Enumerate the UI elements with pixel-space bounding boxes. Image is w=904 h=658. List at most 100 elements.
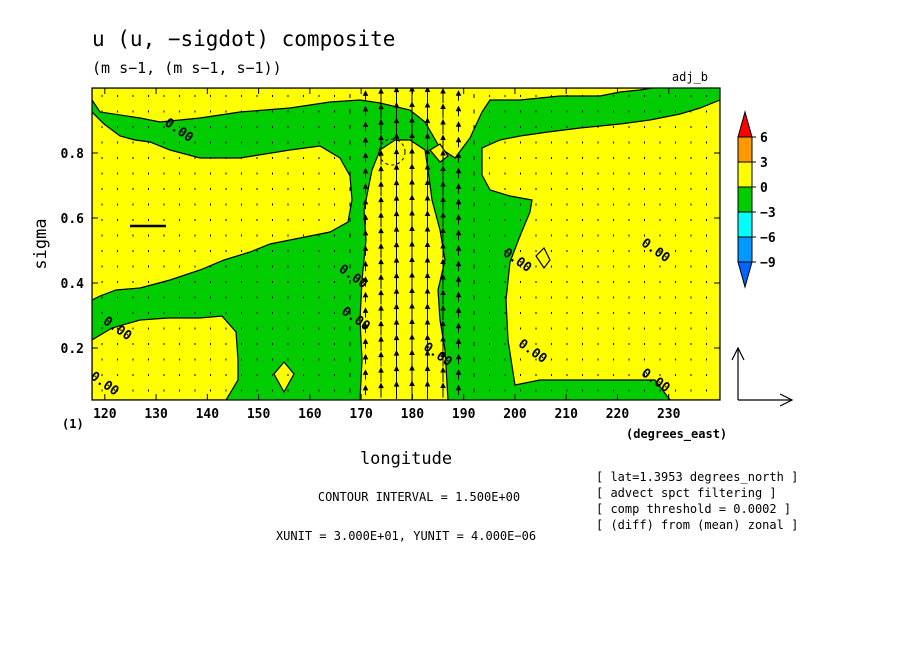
vector-arrowhead	[424, 287, 431, 294]
info-line-1: [ lat=1.3953 degrees_north ]	[596, 470, 798, 484]
y-axis-extra-label: (1)	[62, 417, 84, 431]
vector-arrowhead	[424, 148, 431, 155]
vector-arrowhead	[378, 320, 384, 327]
vector-arrowhead	[393, 163, 400, 170]
vector-arrowhead	[362, 105, 369, 112]
vector-arrowhead	[378, 243, 384, 249]
vector-arrowhead	[378, 150, 384, 156]
vector-arrowhead	[455, 105, 462, 112]
vector-arrowhead	[378, 382, 384, 389]
colorbar-segment	[737, 136, 753, 163]
vector-arrowhead	[409, 132, 415, 138]
vector-arrowhead	[393, 148, 400, 155]
vector-arrowhead	[409, 380, 415, 386]
vector-arrowhead	[455, 276, 462, 282]
vector-arrowhead	[362, 121, 369, 127]
vector-arrowhead	[424, 349, 431, 356]
colorbar-label: −6	[760, 231, 776, 246]
x-tick-label: 230	[657, 407, 681, 422]
vector-arrowhead	[393, 318, 400, 325]
vector-arrowhead	[424, 225, 431, 232]
info-line-3: [ comp threshold = 0.0002 ]	[596, 502, 791, 516]
vector-arrowhead	[362, 353, 369, 360]
vector-arrowhead	[455, 245, 462, 251]
vector-arrowhead	[362, 291, 369, 298]
plot-area: 0.000.00 0.000.000.00 0.000.000.000.000.00	[92, 88, 720, 400]
vector-arrowhead	[455, 152, 462, 158]
vector-arrowhead	[424, 365, 431, 372]
vector-arrowhead	[440, 289, 446, 296]
vector-arrowhead	[440, 335, 446, 342]
vector-arrowhead	[378, 336, 384, 342]
vector-arrowhead	[378, 134, 384, 141]
vector-arrowhead	[393, 194, 400, 201]
dashed-contour-loop	[378, 138, 406, 166]
vector-arrowhead	[362, 214, 369, 220]
y-axis-ticks: 0.2 0.4 0.6 0.8	[61, 147, 720, 357]
vector-arrowhead	[362, 152, 369, 158]
vector-arrowhead	[378, 165, 384, 172]
vector-arrowhead	[393, 256, 400, 263]
x-tick-label: 190	[452, 407, 476, 422]
x-tick-label: 210	[554, 407, 578, 422]
vector-arrowhead	[362, 260, 369, 267]
vector-arrowhead	[455, 198, 462, 205]
colorbar-segment	[737, 236, 753, 263]
vector-arrowhead	[455, 183, 462, 189]
vector-arrowhead	[362, 338, 369, 344]
x-tick-label: 200	[503, 407, 527, 422]
vector-arrowhead	[440, 196, 446, 203]
info-line-2: [ advect spct filtering ]	[596, 486, 777, 500]
vector-arrowhead	[455, 307, 462, 313]
vector-arrowhead	[362, 198, 369, 205]
vector-arrowhead	[378, 103, 384, 110]
vector-arrowhead	[378, 227, 384, 234]
vector-arrowhead	[424, 334, 431, 341]
colorbar-label: −9	[760, 256, 776, 271]
colorbar-label: −3	[760, 206, 776, 221]
vector-arrowhead	[393, 241, 400, 248]
vector-arrowhead	[440, 149, 446, 156]
vector-arrowhead	[409, 225, 415, 231]
vector-arrowhead	[393, 303, 400, 310]
positive-regions	[92, 88, 720, 400]
vector-arrowhead	[362, 307, 369, 313]
vector-arrowhead	[409, 101, 415, 107]
vector-arrowhead	[378, 258, 384, 265]
positive-region-island	[535, 246, 551, 270]
vector-arrowhead	[393, 272, 400, 279]
vector-arrows	[101, 88, 707, 400]
vector-arrowhead	[409, 163, 415, 169]
vector-arrowhead	[378, 196, 384, 203]
vector-arrowhead	[455, 369, 462, 375]
vector-arrowhead	[424, 163, 431, 170]
x-tick-label: 150	[247, 407, 271, 422]
colorbar-top-triangle	[737, 110, 753, 138]
vector-arrowhead	[440, 180, 446, 187]
vector-arrowhead	[378, 274, 384, 280]
vector-arrowhead	[440, 118, 446, 125]
colorbar-label: 6	[760, 131, 768, 146]
colorbar-segment	[737, 186, 753, 213]
vector-arrowhead	[424, 179, 431, 186]
vector-arrowhead	[455, 291, 462, 298]
vector-arrowhead	[393, 101, 400, 108]
vector-arrowhead	[440, 134, 446, 141]
vector-arrowhead	[362, 245, 369, 251]
vector-arrowhead	[440, 103, 446, 110]
vector-arrowhead	[378, 212, 384, 218]
unit-note: XUNIT = 3.000E+01, YUNIT = 4.000E−06	[276, 529, 536, 543]
vector-arrowhead	[393, 179, 400, 186]
vector-arrowhead	[440, 211, 446, 218]
vector-arrowhead	[440, 382, 446, 389]
x-tick-label: 220	[606, 407, 630, 422]
vector-arrowhead	[455, 338, 462, 344]
vector-arrowhead	[455, 384, 462, 391]
colorbar-label: 3	[760, 156, 768, 171]
positive-region-left-upper	[92, 111, 353, 301]
colorbar: 6 3 0 −3 −6 −9	[737, 110, 776, 289]
vector-arrowhead	[393, 365, 400, 372]
vector-arrowhead	[424, 101, 431, 108]
x-axis-label: longitude	[360, 449, 452, 469]
vector-arrowhead	[424, 88, 431, 93]
